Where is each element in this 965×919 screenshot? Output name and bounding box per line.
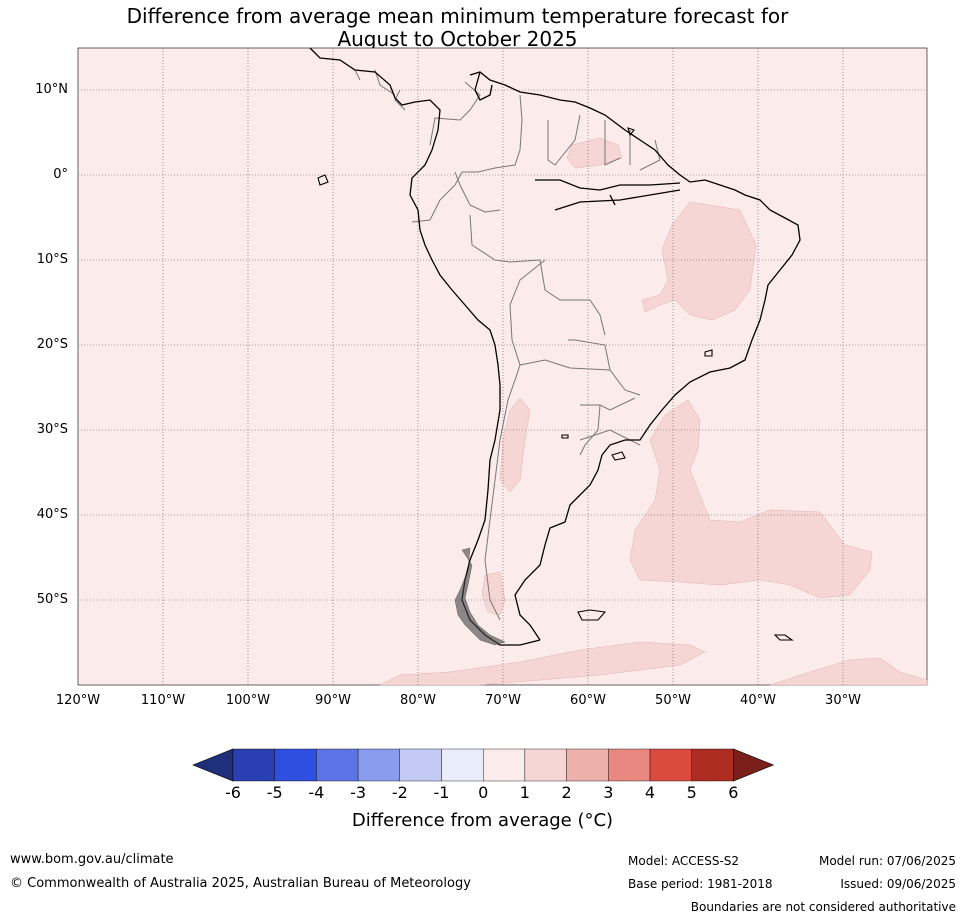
- colorbar-tick: -4: [308, 783, 325, 802]
- colorbar-tick: 4: [644, 783, 656, 802]
- anomaly-patches: [379, 137, 928, 686]
- colorbar-segment: [316, 748, 359, 782]
- latitude-label: 10°N: [35, 82, 68, 97]
- longitude-label: 60°W: [570, 693, 606, 708]
- graticule: [78, 48, 927, 685]
- colorbar-segment: [524, 748, 567, 782]
- footer-model-run: Model run: 07/06/2025: [818, 854, 956, 868]
- colorbar-segment: [649, 748, 692, 782]
- colorbar-tick: -6: [225, 783, 241, 802]
- colorbar-tick: 5: [686, 783, 697, 802]
- colorbar-extend-high: [733, 748, 775, 782]
- longitude-label: 30°W: [825, 693, 861, 708]
- colorbar-segment: [357, 748, 401, 782]
- latitude-label: 30°S: [36, 422, 68, 437]
- footer-copyright: © Commonwealth of Australia 2025, Austra…: [10, 876, 471, 891]
- colorbar-segment: [399, 748, 442, 782]
- colorbar-tick: 0: [478, 783, 489, 802]
- colorbar-tick: -2: [391, 783, 408, 802]
- colorbar-tick: -1: [433, 783, 450, 802]
- longitude-label: 50°W: [655, 693, 691, 708]
- patch-southeast: [769, 657, 928, 686]
- latitude-label: 20°S: [36, 337, 68, 352]
- colorbar-extend-low: [192, 748, 234, 782]
- colorbar-label-unit: °C): [584, 810, 614, 831]
- colorbar-tick: 2: [561, 783, 572, 802]
- longitude-label: 80°W: [400, 693, 436, 708]
- longitude-label: 40°W: [740, 693, 776, 708]
- latitude-label: 40°S: [36, 507, 68, 522]
- colorbar-tick: 1: [519, 783, 530, 802]
- colorbar-segment: [274, 748, 317, 782]
- colorbar-label-text: Difference from average (: [351, 810, 585, 831]
- longitude-label: 90°W: [315, 693, 351, 708]
- colorbar-tick: 3: [603, 783, 614, 802]
- islands: [317, 127, 794, 641]
- longitude-label: 70°W: [485, 693, 521, 708]
- patch-guiana: [566, 137, 623, 169]
- colorbar-segment: [232, 748, 275, 782]
- patch-southern-ocean: [379, 641, 706, 686]
- colorbar: [192, 748, 775, 782]
- country-borders: [339, 59, 661, 621]
- footer-base-period: Base period: 1981-2018: [628, 877, 773, 891]
- chile-fjords: [454, 547, 506, 646]
- footer-issued: Issued: 09/06/2025: [840, 877, 956, 891]
- colorbar-segment: [566, 748, 609, 782]
- colorbar-tick: 6: [728, 783, 739, 802]
- footer-website[interactable]: www.bom.gov.au/climate: [10, 852, 174, 867]
- colorbar-tick: -5: [266, 783, 283, 802]
- map-title-line1: Difference from average mean minimum tem…: [126, 4, 789, 28]
- footer-disclaimer: Boundaries are not considered authoritat…: [690, 900, 956, 914]
- colorbar-segment: [441, 748, 484, 782]
- colorbar-segment: [608, 748, 651, 782]
- latitude-label: 10°S: [36, 252, 68, 267]
- longitude-label: 120°W: [55, 693, 101, 708]
- colorbar-tick: -3: [350, 783, 367, 802]
- map-title-line2: August to October 2025: [337, 27, 578, 51]
- latitude-label: 0°: [53, 167, 68, 182]
- longitude-label: 100°W: [225, 693, 271, 708]
- patch-south-atlantic: [629, 399, 873, 599]
- patch-east-brazil: [641, 201, 757, 321]
- longitude-label: 110°W: [140, 693, 186, 708]
- footer-model: Model: ACCESS-S2: [628, 854, 740, 868]
- patch-andes: [499, 397, 531, 493]
- colorbar-label: Difference from average (°C): [0, 810, 965, 831]
- latitude-label: 50°S: [36, 592, 68, 607]
- colorbar-segment: [483, 748, 526, 782]
- colorbar-segment: [691, 748, 734, 782]
